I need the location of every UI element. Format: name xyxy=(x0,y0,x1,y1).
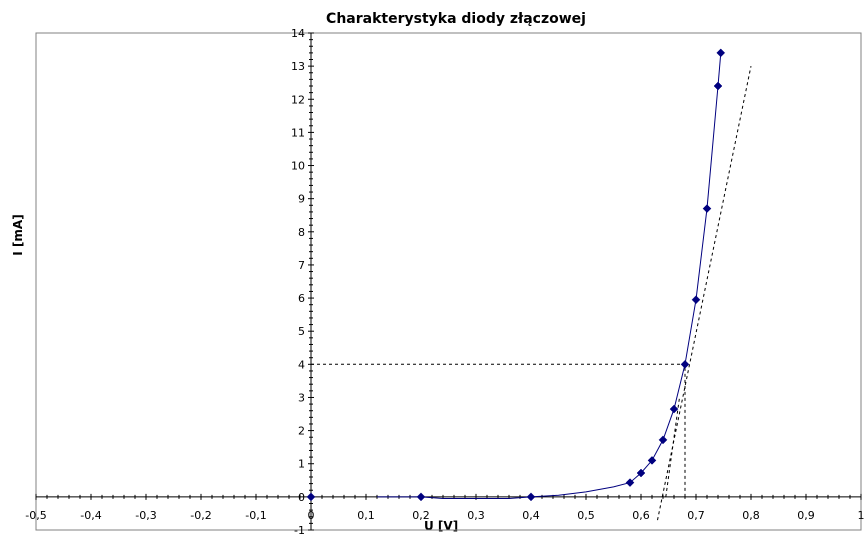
tangent-line xyxy=(657,65,752,521)
x-tick-label: 0,8 xyxy=(742,509,760,522)
x-tick-label: 0,4 xyxy=(522,509,540,522)
y-tick-label: 4 xyxy=(298,358,305,371)
x-tick-label: 0,7 xyxy=(687,509,705,522)
x-tick-label: -0,3 xyxy=(135,509,156,522)
chart-title: Charakterystyka diody złączowej xyxy=(326,11,586,27)
data-point xyxy=(647,456,657,465)
y-tick-label: 10 xyxy=(291,160,305,173)
y-tick-label: 8 xyxy=(298,226,305,239)
data-point xyxy=(716,48,726,58)
x-tick-label: -0,1 xyxy=(245,509,266,522)
y-tick-label: 11 xyxy=(291,126,305,139)
y-tick-label: 9 xyxy=(298,193,305,206)
x-tick-label: 0 xyxy=(308,509,315,522)
y-tick-label: 0 xyxy=(298,491,305,504)
x-tick-label: -0,2 xyxy=(190,509,211,522)
data-point xyxy=(680,359,690,369)
y-tick-label: 14 xyxy=(291,27,305,40)
series-line xyxy=(377,52,722,499)
x-tick-label: 0,6 xyxy=(632,509,650,522)
x-tick-label: -0,4 xyxy=(80,509,101,522)
y-tick-label: 5 xyxy=(298,325,305,338)
data-point xyxy=(702,204,712,213)
y-tick-label: -1 xyxy=(294,524,305,537)
y-tick-label: 7 xyxy=(298,259,305,272)
y-tick-label: 13 xyxy=(291,60,305,73)
x-tick-label: 0,9 xyxy=(797,509,815,522)
data-point xyxy=(416,492,426,502)
x-tick-label: 0,1 xyxy=(357,509,375,522)
data-point xyxy=(526,492,536,502)
data-point xyxy=(691,295,701,305)
data-point xyxy=(636,468,646,478)
dashed-line xyxy=(665,397,680,497)
data-point xyxy=(669,404,679,414)
data-point xyxy=(625,478,635,487)
data-point xyxy=(306,492,316,502)
x-tick-label: 0,3 xyxy=(467,509,485,522)
y-tick-label: 1 xyxy=(298,458,305,471)
y-tick-label: 2 xyxy=(298,425,305,438)
y-tick-label: 6 xyxy=(298,292,305,305)
x-tick-label: 1 xyxy=(858,509,865,522)
plot-frame xyxy=(35,32,862,531)
data-point xyxy=(713,81,723,91)
x-tick-label: -0,5 xyxy=(25,509,46,522)
y-tick-label: 12 xyxy=(291,93,305,106)
y-tick-label: 3 xyxy=(298,391,305,404)
x-tick-label: 0,2 xyxy=(412,509,430,522)
x-tick-label: 0,5 xyxy=(577,509,595,522)
data-point xyxy=(658,435,668,445)
